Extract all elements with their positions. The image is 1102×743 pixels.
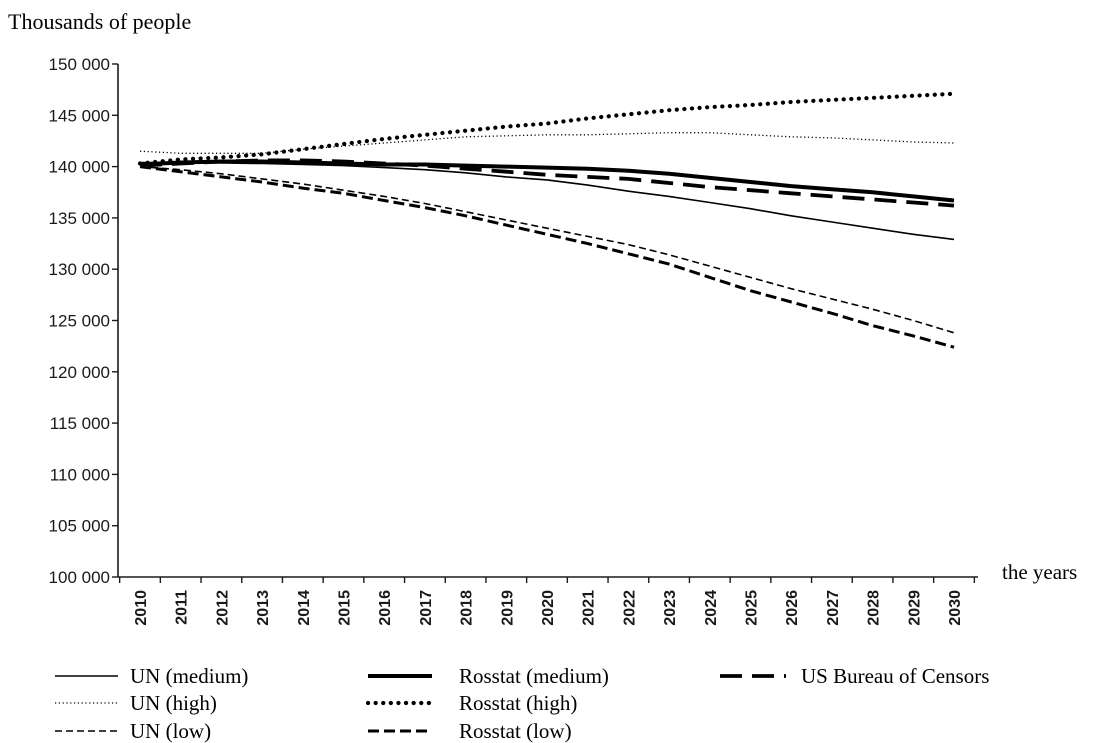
legend-label-un-high: UN (high): [130, 691, 217, 715]
x-axis-label: the years: [1002, 560, 1077, 584]
y-tick-label: 135 000: [49, 209, 110, 228]
axes: 100 000 105 000 110 000 115 000 120 000 125 0…: [49, 55, 978, 626]
x-tick-label: 2021: [581, 590, 598, 626]
legend-label-un-medium: UN (medium): [130, 664, 248, 688]
x-tick-label: 2028: [866, 590, 883, 626]
x-tick-label: 2026: [784, 590, 801, 626]
x-tick-label: 2011: [174, 590, 191, 625]
x-tick-label: 2016: [377, 590, 394, 626]
y-tick-label: 130 000: [49, 260, 110, 279]
series-line-rosstat-low: [139, 165, 955, 349]
y-tick-label: 100 000: [49, 568, 110, 587]
legend-label-rosstat-high: Rosstat (high): [459, 691, 577, 715]
x-tick-label: 2020: [540, 590, 557, 626]
x-tick-label: 2019: [499, 590, 516, 626]
x-tick-label: 2027: [825, 590, 842, 626]
x-tick-label: 2017: [418, 590, 435, 626]
series-line-us-bureau-of-censors: [139, 158, 955, 208]
legend-label-us-bureau-of-censors: US Bureau of Censors: [801, 664, 989, 688]
series-line-un-high: [139, 132, 955, 154]
x-tick-label: 2012: [214, 590, 231, 626]
x-tick-label: 2030: [947, 590, 964, 626]
x-tick-label: 2013: [255, 590, 272, 626]
y-tick-label: 115 000: [50, 414, 110, 433]
y-tick-label: 120 000: [49, 363, 110, 382]
x-tick-label: 2029: [906, 590, 923, 626]
y-tick-label: 110 000: [50, 465, 110, 484]
legend: UN (medium) UN (high) UN (low) Rosstat (med…: [55, 664, 989, 743]
y-tick-label: 125 000: [49, 312, 110, 331]
series-layer: [137, 91, 957, 349]
series-line-un-low: [139, 165, 955, 334]
x-tick-label: 2010: [133, 590, 150, 626]
series-line-rosstat-high: [137, 91, 957, 166]
legend-label-rosstat-medium: Rosstat (medium): [459, 664, 609, 688]
legend-label-un-low: UN (low): [130, 719, 211, 743]
x-tick-label: 2014: [296, 590, 313, 626]
y-tick-label: 150 000: [49, 55, 110, 74]
y-axis-label: Thousands of people: [8, 9, 191, 34]
y-tick-label: 145 000: [49, 106, 110, 125]
x-tick-label: 2025: [744, 590, 761, 626]
x-tick-label: 2015: [337, 590, 354, 626]
x-tick-label: 2024: [703, 590, 720, 626]
legend-label-rosstat-low: Rosstat (low): [459, 719, 572, 743]
y-tick-label: 140 000: [49, 158, 110, 177]
x-tick-label: 2018: [459, 590, 476, 626]
x-tick-label: 2023: [662, 590, 679, 626]
y-tick-label: 105 000: [49, 517, 110, 536]
x-tick-label: 2022: [621, 590, 638, 626]
